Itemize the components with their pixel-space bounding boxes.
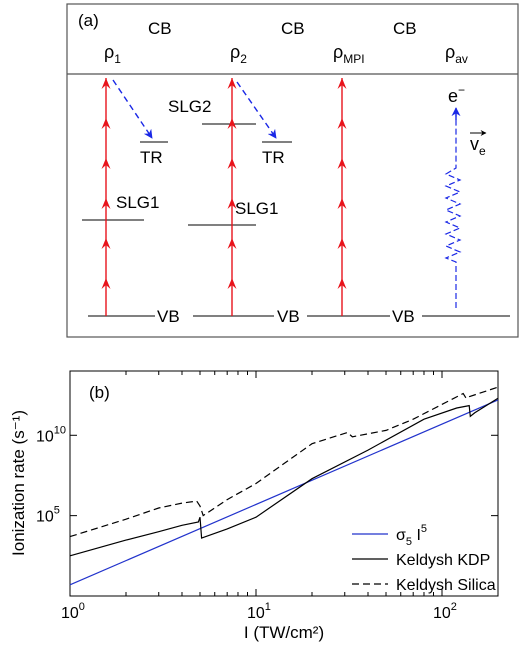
x-tick-label: 100 — [61, 601, 85, 622]
legend-label-2: Keldysh KDP — [396, 552, 490, 569]
rho-1-photon-arrowhead — [101, 278, 111, 289]
slg1-label-a: SLG1 — [116, 193, 159, 212]
rho-2-photon-arrowhead — [227, 118, 237, 129]
vb-label-bg-1 — [156, 306, 184, 326]
x-tick-label: 102 — [433, 601, 457, 622]
cb-label-3: CB — [393, 19, 417, 38]
x-tick-label: 101 — [247, 601, 271, 622]
y-axis-label: Ionization rate (s⁻¹) — [9, 410, 28, 556]
panel-b-label: (b) — [89, 383, 110, 402]
series-line-1 — [69, 399, 499, 586]
vb-label-2: VB — [277, 307, 300, 326]
rho-1-photon-arrowhead — [101, 118, 111, 129]
electron-label: e− — [448, 83, 465, 106]
panel-a: (a) CB CB CB ρ1 ρ2 ρMPI ρav VB VB VB SLG… — [66, 3, 519, 338]
legend-label-3: Keldysh Silica — [396, 577, 496, 594]
x-axis-label: I (TW/cm²) — [244, 623, 324, 642]
series-layer — [69, 386, 499, 586]
plot-area-frame — [69, 370, 499, 597]
rho-av-label: ρav — [445, 42, 468, 66]
vb-label-1: VB — [157, 307, 180, 326]
panel-a-frame — [66, 3, 519, 338]
legend: σ5 I5 Keldysh KDP Keldysh Silica — [352, 523, 496, 594]
rho-mpi-photon-arrowhead — [337, 278, 347, 289]
rho-1-label: ρ1 — [104, 42, 121, 66]
trapping-arrow-2 — [236, 81, 277, 139]
axis-ticks: 100 101 102 105 1010 — [36, 371, 499, 622]
rho-mpi-photon-arrowhead — [337, 198, 347, 209]
y-tick-label: 105 — [36, 505, 60, 526]
rho-mpi-photon-arrowhead — [337, 78, 347, 89]
legend-label-1: σ5 I5 — [396, 523, 427, 548]
rho-1-photon-arrowhead — [101, 238, 111, 249]
rho-1-photon-arrowhead — [101, 198, 111, 209]
panel-b-chart: (b) 100 101 102 105 1010 σ5 I5 Keldysh KDP Kel… — [9, 370, 499, 642]
rho-2-photon-arrowhead — [227, 158, 237, 169]
photon-arrows — [101, 78, 347, 316]
panel-a-label: (a) — [78, 11, 99, 30]
rho-2-photon-arrowhead — [227, 278, 237, 289]
rho-2-photon-arrowhead — [227, 78, 237, 89]
slg2-label: SLG2 — [168, 97, 211, 116]
rho-2-photon-arrowhead — [227, 238, 237, 249]
rho-1-photon-arrowhead — [101, 78, 111, 89]
rho-1-photon-arrowhead — [101, 158, 111, 169]
series-line-3 — [69, 386, 499, 538]
rho-2-photon-arrowhead — [227, 198, 237, 209]
avalanche-zigzag — [444, 110, 462, 308]
rho-mpi-photon-arrowhead — [337, 158, 347, 169]
slg1-label-b: SLG1 — [235, 199, 278, 218]
cb-label-2: CB — [281, 19, 305, 38]
y-tick-label: 1010 — [36, 424, 66, 445]
rho-mpi-label: ρMPI — [333, 42, 365, 66]
rho-2-label: ρ2 — [230, 42, 247, 66]
cb-label-1: CB — [148, 19, 172, 38]
tr-label-b: TR — [262, 148, 285, 167]
velocity-label: ve — [470, 134, 486, 158]
tr-label-a: TR — [140, 148, 163, 167]
series-line-2 — [69, 397, 499, 557]
rho-mpi-photon-arrowhead — [337, 118, 347, 129]
vb-label-3: VB — [392, 307, 415, 326]
rho-mpi-photon-arrowhead — [337, 238, 347, 249]
trapping-arrow-1 — [112, 79, 153, 139]
